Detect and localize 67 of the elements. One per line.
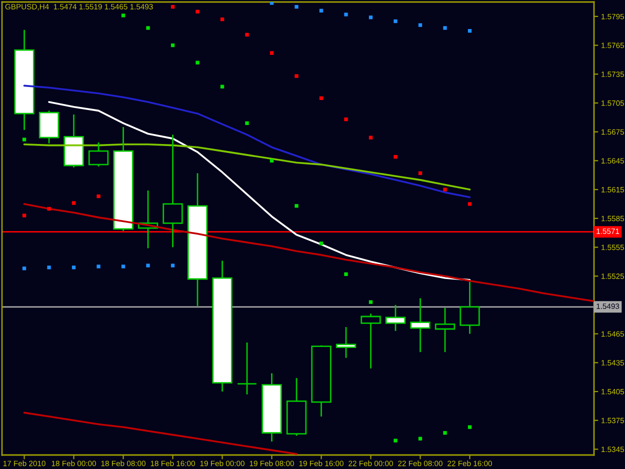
- point: [22, 138, 26, 142]
- point: [270, 2, 274, 5]
- point: [368, 300, 373, 304]
- candlestick: [162, 134, 183, 248]
- candlestick: [14, 29, 34, 131]
- candlestick: [410, 298, 430, 353]
- point: [270, 51, 274, 55]
- point: [121, 264, 126, 268]
- point: [319, 96, 324, 100]
- candlestick: [460, 281, 480, 335]
- point: [196, 10, 200, 14]
- line-series: [48, 101, 471, 281]
- point: [319, 242, 324, 246]
- point: [196, 60, 200, 64]
- point: [344, 118, 348, 122]
- point: [245, 32, 249, 37]
- point: [443, 26, 447, 30]
- point: [245, 121, 249, 126]
- point: [394, 19, 398, 24]
- point: [96, 194, 100, 198]
- line-series: [23, 143, 471, 190]
- point: [394, 438, 398, 442]
- point: [47, 206, 51, 211]
- point: [47, 266, 51, 270]
- point: [121, 14, 126, 18]
- point: [418, 23, 422, 27]
- point: [344, 272, 348, 276]
- point: [294, 74, 298, 78]
- point: [22, 214, 26, 218]
- point: [294, 4, 298, 9]
- line-series: [23, 412, 298, 455]
- point: [146, 26, 150, 30]
- line-series: [23, 84, 471, 198]
- candlestick: [262, 372, 282, 442]
- point: [170, 43, 175, 48]
- point: [468, 425, 472, 429]
- point: [468, 202, 472, 206]
- candlestick: [336, 326, 356, 359]
- point: [72, 201, 76, 205]
- candlestick: [187, 172, 208, 307]
- candlestick: [113, 126, 134, 232]
- point: [220, 17, 224, 22]
- point: [146, 264, 150, 268]
- candlestick: [212, 260, 232, 392]
- point: [170, 4, 175, 9]
- point: [72, 266, 76, 270]
- candlestick: [434, 307, 456, 353]
- point: [368, 16, 373, 20]
- point: [319, 8, 324, 12]
- point: [344, 12, 348, 16]
- point: [468, 29, 472, 33]
- point: [294, 204, 298, 208]
- point: [22, 266, 26, 270]
- candlestick: [64, 114, 84, 168]
- point: [170, 264, 175, 268]
- candlestick: [236, 342, 258, 396]
- point: [443, 188, 447, 192]
- point: [220, 84, 224, 88]
- point: [394, 155, 398, 159]
- point: [368, 136, 373, 140]
- candlestick: [360, 312, 381, 370]
- point: [96, 264, 100, 268]
- point: [418, 171, 422, 176]
- point: [270, 158, 274, 163]
- point: [418, 436, 422, 440]
- candlestick: [311, 344, 332, 418]
- point: [443, 431, 447, 435]
